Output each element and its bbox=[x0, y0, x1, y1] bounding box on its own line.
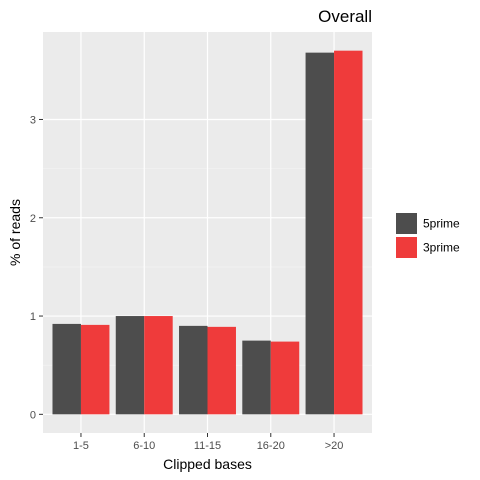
legend-key-5prime bbox=[396, 213, 417, 234]
bar-3prime-1 bbox=[144, 316, 173, 415]
bar-5prime-4 bbox=[305, 52, 335, 415]
x-tick-label: 16-20 bbox=[257, 440, 285, 452]
y-tick-label: 2 bbox=[30, 213, 36, 225]
bar-5prime-3 bbox=[242, 340, 271, 415]
y-tick-label: 0 bbox=[30, 409, 36, 421]
legend-key-3prime bbox=[396, 237, 417, 258]
y-axis-title: % of reads bbox=[7, 199, 23, 266]
bar-5prime-0 bbox=[52, 323, 81, 415]
bar-3prime-2 bbox=[207, 326, 236, 415]
legend: 5prime 3prime bbox=[396, 213, 460, 258]
bar-3prime-0 bbox=[80, 324, 110, 415]
legend-label-3prime: 3prime bbox=[423, 241, 460, 255]
x-axis-title: Clipped bases bbox=[163, 456, 252, 472]
chart-title: Overall bbox=[318, 7, 372, 26]
y-tick-label: 1 bbox=[30, 311, 36, 323]
bar-3prime-3 bbox=[270, 341, 300, 415]
x-tick-label: 1-5 bbox=[73, 440, 89, 452]
x-tick-label: >20 bbox=[325, 440, 344, 452]
y-axis: 0 1 2 3 bbox=[30, 114, 43, 421]
bar-5prime-2 bbox=[179, 325, 208, 415]
x-axis: 1-5 6-10 11-15 16-20 >20 bbox=[73, 433, 343, 452]
bar-3prime-4 bbox=[334, 50, 363, 415]
bars bbox=[52, 50, 363, 415]
x-tick-label: 11-15 bbox=[194, 440, 221, 452]
legend-label-5prime: 5prime bbox=[423, 217, 460, 231]
y-tick-label: 3 bbox=[30, 114, 36, 126]
bar-5prime-1 bbox=[115, 316, 145, 415]
x-tick-label: 6-10 bbox=[133, 440, 155, 452]
